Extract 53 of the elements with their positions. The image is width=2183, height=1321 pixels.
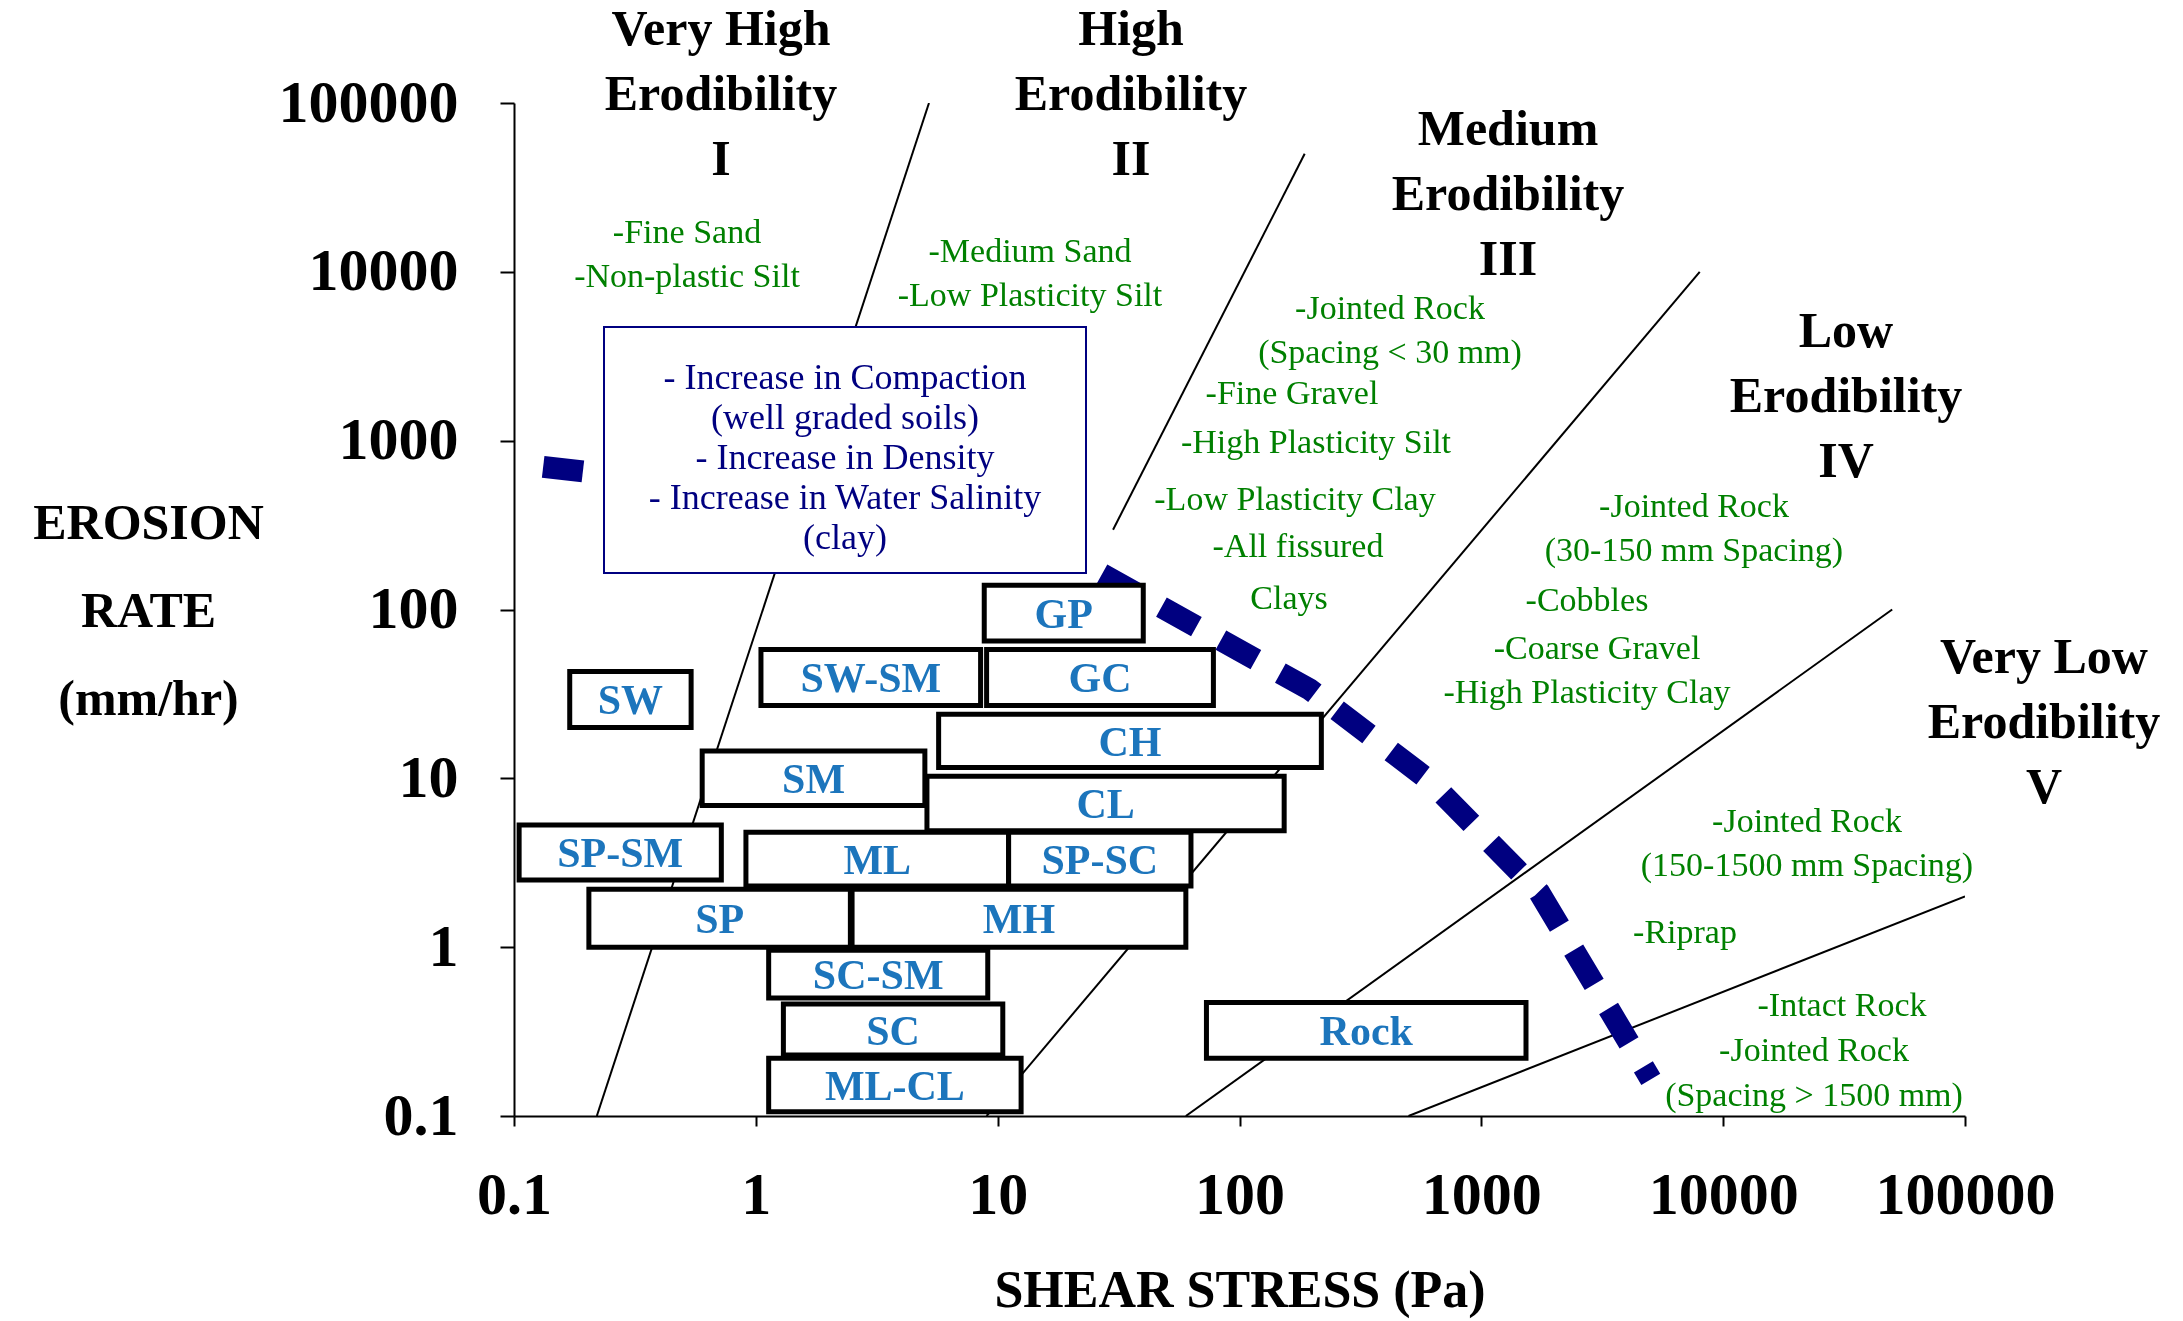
series-label: SP-SC	[1041, 837, 1159, 884]
annotation: -Coarse Gravel	[1493, 629, 1701, 666]
x-tick-label: 100000	[1875, 1160, 2056, 1227]
x-tick-label: 0.1	[477, 1160, 552, 1227]
x-tick-label: 1	[741, 1160, 772, 1227]
annotation: -Fine Gravel	[1205, 374, 1379, 411]
annotation: -Low Plasticity Clay	[1154, 480, 1436, 517]
x-tick-label: 1000	[1421, 1160, 1542, 1227]
series-label: Rock	[1319, 1008, 1414, 1055]
series-label: ML-CL	[824, 1062, 965, 1109]
annotation: -Jointed Rock	[1719, 1031, 1909, 1068]
y-tick-label: 10000	[308, 237, 459, 304]
annotation: -Fine Sand -Non-plastic Silt	[574, 213, 801, 294]
x-axis-title: SHEAR STRESS (Pa)	[994, 1260, 1486, 1319]
y-axis-title: EROSION RATE (mm/hr)	[33, 493, 264, 726]
annotation: -Riprap	[1633, 913, 1737, 950]
series-label: SP	[695, 896, 745, 943]
annotation: (Spacing > 1500 mm)	[1665, 1076, 1963, 1114]
annotation: Medium Erodibility III	[1391, 100, 1625, 286]
annotation: -All fissured	[1212, 527, 1384, 564]
series-label: SW	[597, 677, 664, 724]
series-label: SW-SM	[800, 655, 942, 702]
series-label: SC	[866, 1007, 920, 1054]
series-label: MH	[982, 896, 1056, 943]
series-label: ML	[843, 837, 912, 884]
annotation: Low Erodibility IV	[1729, 302, 1963, 488]
y-tick-label: 100000	[278, 68, 459, 135]
y-tick-label: 1	[428, 912, 459, 979]
annotation: -Cobbles	[1525, 581, 1649, 618]
series-label: SM	[782, 756, 846, 803]
series-label: CL	[1076, 781, 1135, 828]
annotation: -High Plasticity Clay	[1443, 673, 1731, 710]
y-tick-label: 10	[398, 743, 459, 810]
annotation: - Increase in Compaction (well graded soils) - Increase in Density - Increase in Water Salinity (clay)	[648, 357, 1042, 557]
series-label: SC-SM	[812, 952, 944, 999]
annotation: Very High Erodibility I	[604, 0, 838, 186]
annotation: High Erodibility II	[1014, 0, 1248, 186]
x-tick-label: 100	[1195, 1160, 1285, 1227]
y-tick-label: 0.1	[383, 1081, 459, 1148]
x-tick-label: 10	[968, 1160, 1029, 1227]
annotation: -Intact Rock	[1757, 986, 1927, 1023]
annotation: -Jointed Rock (Spacing < 30 mm)	[1258, 289, 1522, 371]
series-label: SP-SM	[557, 830, 684, 877]
series-label: GC	[1068, 655, 1132, 702]
annotation: Clays	[1250, 579, 1328, 616]
y-tick-label: 100	[368, 575, 459, 641]
x-tick-label: 10000	[1648, 1160, 1799, 1227]
series-label: CH	[1098, 718, 1162, 765]
series-label: GP	[1034, 591, 1093, 638]
annotation: -Jointed Rock (30-150 mm Spacing)	[1544, 487, 1844, 569]
y-tick-label: 1000	[338, 406, 459, 473]
annotation: -Medium Sand -Low Plasticity Silt	[897, 232, 1163, 313]
annotation: -High Plasticity Silt	[1180, 423, 1452, 460]
